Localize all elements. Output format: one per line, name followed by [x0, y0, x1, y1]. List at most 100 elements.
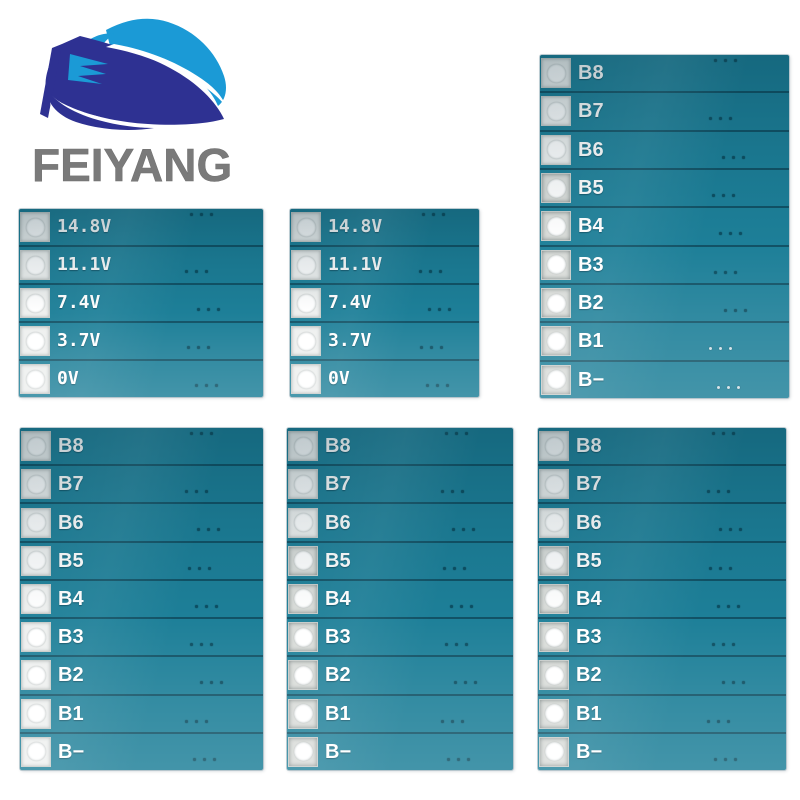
- solder-pad-b2[interactable]: [288, 660, 318, 691]
- pcb-strip-b7: B7: [538, 466, 786, 505]
- strip-label: 14.8V: [328, 216, 383, 237]
- via-dot: [732, 643, 735, 647]
- via-dot: [451, 490, 454, 494]
- solder-pad-0v[interactable]: [20, 364, 50, 394]
- solder-pad-b2[interactable]: [541, 288, 571, 319]
- via-group: [709, 566, 732, 570]
- solder-pad-b8[interactable]: [539, 431, 569, 462]
- solder-pad-7.4v[interactable]: [20, 288, 50, 318]
- solder-pad-b8[interactable]: [288, 431, 318, 462]
- solder-pad-14.8v[interactable]: [20, 212, 50, 242]
- via-group: [419, 270, 442, 273]
- strip-label: B4: [578, 215, 604, 238]
- solder-pad-b6[interactable]: [288, 507, 318, 538]
- 8s-balancer-board-bottom-middle: B8 B7 B6 B5 B4 B3 B2 B1 B−: [287, 428, 513, 770]
- solder-pad-b2[interactable]: [539, 660, 569, 691]
- solder-pad-b[interactable]: [21, 736, 51, 767]
- via-group: [712, 643, 735, 647]
- pad-hole-icon: [546, 101, 566, 121]
- via-dot: [419, 270, 422, 273]
- solder-pad-b1[interactable]: [539, 698, 569, 729]
- pcb-strip-14.8v: 14.8V: [19, 209, 263, 247]
- solder-pad-b3[interactable]: [288, 622, 318, 653]
- pad-hole-icon: [546, 331, 566, 351]
- solder-pad-b2[interactable]: [21, 660, 51, 691]
- via-dot: [197, 308, 200, 311]
- solder-pad-7.4v[interactable]: [291, 288, 321, 318]
- solder-pad-b[interactable]: [541, 364, 571, 395]
- via-group: [185, 490, 208, 494]
- via-dot: [441, 719, 444, 723]
- via-dot: [450, 604, 453, 608]
- solder-pad-b7[interactable]: [288, 469, 318, 500]
- strip-label: B7: [578, 100, 604, 123]
- solder-pad-b8[interactable]: [541, 58, 571, 89]
- via-group: [707, 719, 730, 723]
- pad-hole-icon: [25, 369, 45, 389]
- via-group: [200, 681, 223, 685]
- solder-pad-3.7v[interactable]: [291, 326, 321, 356]
- solder-pad-b3[interactable]: [539, 622, 569, 653]
- solder-pad-b5[interactable]: [21, 545, 51, 576]
- via-group: [452, 528, 475, 532]
- via-group: [420, 346, 443, 349]
- via-group: [454, 681, 477, 685]
- pad-hole-icon: [26, 742, 46, 762]
- via-dot: [712, 432, 715, 435]
- solder-pad-b1[interactable]: [288, 698, 318, 729]
- via-dot: [213, 757, 216, 761]
- solder-pad-b4[interactable]: [541, 211, 571, 242]
- strip-label: 3.7V: [328, 330, 372, 351]
- solder-pad-b6[interactable]: [541, 134, 571, 165]
- solder-pad-b6[interactable]: [21, 507, 51, 538]
- via-dot: [443, 566, 446, 570]
- pad-hole-icon: [26, 551, 46, 571]
- via-dot: [452, 528, 455, 532]
- solder-pad-b7[interactable]: [541, 96, 571, 127]
- via-group: [441, 490, 464, 494]
- via-dot: [724, 308, 727, 312]
- via-dot: [722, 193, 725, 197]
- solder-pad-b1[interactable]: [21, 698, 51, 729]
- via-group: [443, 566, 466, 570]
- via-dot: [707, 719, 710, 723]
- solder-pad-b7[interactable]: [21, 469, 51, 500]
- solder-pad-b6[interactable]: [539, 507, 569, 538]
- solder-pad-b1[interactable]: [541, 326, 571, 357]
- solder-pad-b5[interactable]: [541, 173, 571, 204]
- via-group: [187, 346, 210, 349]
- solder-pad-b3[interactable]: [21, 622, 51, 653]
- solder-pad-0v[interactable]: [291, 364, 321, 394]
- solder-pad-3.7v[interactable]: [20, 326, 50, 356]
- solder-pad-b8[interactable]: [21, 431, 51, 462]
- strip-label: B7: [325, 473, 351, 496]
- solder-pad-b3[interactable]: [541, 249, 571, 280]
- via-dot: [461, 719, 464, 723]
- via-group: [188, 566, 211, 570]
- pcb-strip-b6: B6: [540, 132, 789, 170]
- brand-wordmark: FEIYANG: [32, 139, 233, 191]
- pcb-strip-b8: B8: [20, 428, 263, 467]
- solder-pad-b7[interactable]: [539, 469, 569, 500]
- via-dot: [205, 384, 208, 387]
- via-dot: [722, 681, 725, 685]
- via-group: [450, 604, 473, 608]
- pcb-strip-b5: B5: [20, 543, 263, 581]
- solder-pad-b4[interactable]: [21, 583, 51, 614]
- solder-pad-14.8v[interactable]: [291, 212, 321, 242]
- via-group: [722, 155, 745, 159]
- solder-pad-b5[interactable]: [288, 545, 318, 576]
- solder-pad-b[interactable]: [288, 736, 318, 767]
- via-dot: [195, 490, 198, 494]
- solder-pad-b[interactable]: [539, 736, 569, 767]
- board-strips: 14.8V 11.1V 7.4V 3.7V 0V: [290, 209, 479, 397]
- solder-pad-b5[interactable]: [539, 545, 569, 576]
- solder-pad-b4[interactable]: [539, 583, 569, 614]
- solder-pad-b4[interactable]: [288, 583, 318, 614]
- solder-pad-11.1v[interactable]: [291, 250, 321, 280]
- solder-pad-11.1v[interactable]: [20, 250, 50, 280]
- pad-hole-icon: [293, 551, 313, 571]
- via-dot: [190, 643, 193, 647]
- pcb-strip-b2: B2: [540, 285, 789, 324]
